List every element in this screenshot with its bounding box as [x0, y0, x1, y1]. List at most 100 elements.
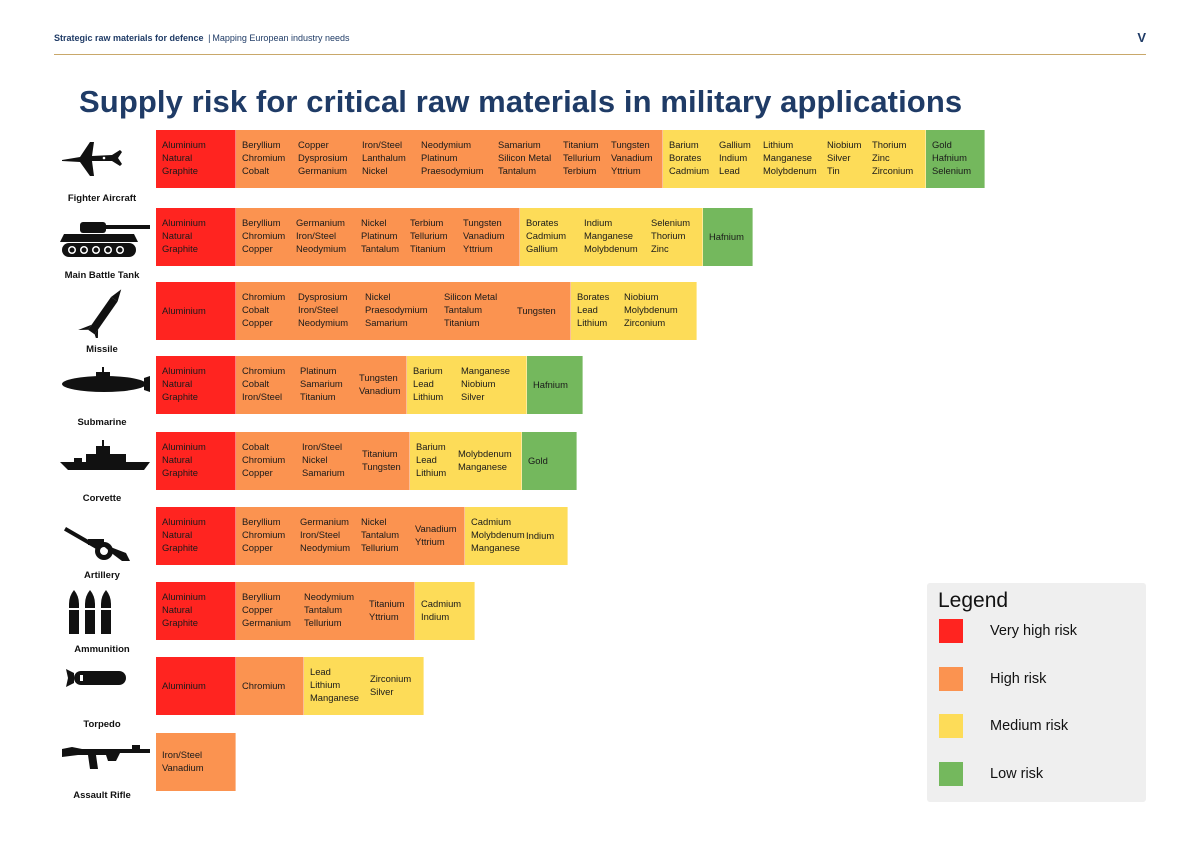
material-label: Nickel — [302, 454, 328, 465]
material-label: Chromium — [242, 291, 286, 302]
risk-segment-low: Gold — [522, 432, 577, 490]
risk-segment-very-high: Aluminium Natural Graphite — [156, 507, 236, 565]
material-label: Manganese — [458, 461, 507, 472]
material-label: Neodymium — [298, 317, 349, 328]
material-label: Samarium — [365, 317, 408, 328]
material-label: Gallium — [526, 243, 558, 254]
risk-segment-medium: Borates Lead Lithium Niobium Molybdenum Zirco… — [571, 282, 697, 340]
material-column: Aluminium Natural Graphite — [162, 364, 206, 403]
material-column: Nickel Praesodymium Samarium — [365, 290, 428, 329]
material-label: Tellurium — [304, 617, 342, 628]
material-column: Germanium Iron/Steel Neodymium — [296, 216, 346, 255]
row-fighter-aircraft: Fighter Aircraft Aluminium Natural Graphite… — [54, 130, 985, 204]
material-label: Niobium — [827, 139, 862, 150]
material-label: Silver — [370, 686, 394, 697]
material-label: Lead — [310, 666, 331, 677]
material-column: Cadmium Molybdenum Manganese — [471, 515, 525, 554]
material-label: Lithium — [763, 139, 794, 150]
material-label: Molybdenum — [458, 448, 512, 459]
risk-segment-high: Chromium — [236, 657, 304, 715]
material-label: Tantalum — [444, 304, 483, 315]
material-column: Borates Lead Lithium — [577, 290, 609, 329]
material-label: Cadmium — [421, 598, 462, 609]
material-column: Molybdenum Manganese — [458, 447, 512, 473]
material-column: Aluminium Natural Graphite — [162, 590, 206, 629]
material-column: Beryllium Chromium Copper — [242, 216, 285, 255]
material-column: Iron/Steel Lanthalum Nickel — [362, 138, 406, 177]
material-column: Hafnium — [533, 378, 568, 391]
material-label: Yttrium — [369, 611, 399, 622]
material-label: Copper — [242, 317, 273, 328]
material-label: Indium — [584, 217, 613, 228]
material-label: Aluminium — [162, 305, 206, 316]
material-label: Chromium — [242, 230, 286, 241]
material-label: Tungsten — [362, 461, 401, 472]
risk-segment-high: Beryllium Chromium Copper Germanium Iron/Ste… — [236, 208, 520, 266]
material-label: Aluminium — [162, 680, 206, 691]
material-column: Germanium Iron/Steel Neodymium — [300, 515, 350, 554]
risk-segment-medium: Barium Lead Lithium Manganese Niobium Silver — [407, 356, 527, 414]
material-label: Cadmium — [471, 516, 512, 527]
risk-segment-high: Chromium Cobalt Copper Dysprosium Iron/Steel… — [236, 282, 571, 340]
material-label: Neodymium — [296, 243, 347, 254]
material-label: Aluminium — [162, 217, 206, 228]
material-label: Lead — [413, 378, 434, 389]
ammunition-icon — [54, 582, 154, 654]
material-label: Molybdenum — [471, 529, 525, 540]
row-assault-rifle: Assault Rifle Iron/Steel Vanadium — [54, 733, 974, 801]
material-label: Dysprosium — [298, 152, 348, 163]
risk-segment-very-high: Aluminium Natural Graphite — [156, 432, 236, 490]
material-label: Praesodymium — [421, 165, 484, 176]
corvette-icon — [54, 432, 154, 504]
material-column: Barium Lead Lithium — [416, 440, 446, 479]
material-column: Titanium Tungsten — [362, 447, 401, 473]
material-label: Tantalum — [498, 165, 537, 176]
material-label: Niobium — [624, 291, 659, 302]
material-label: Indium — [719, 152, 748, 163]
risk-segment-medium: Cadmium Molybdenum Manganese Indium — [465, 507, 568, 565]
material-column: Thorium Zinc Zirconium — [872, 138, 913, 177]
material-label: Copper — [242, 542, 273, 553]
page-number: V — [1137, 30, 1146, 45]
material-label: Indium — [421, 611, 450, 622]
application-label: Main Battle Tank — [64, 270, 140, 281]
tank-icon — [54, 208, 154, 280]
material-column: Beryllium Chromium Copper — [242, 515, 285, 554]
material-label: Tungsten — [463, 217, 502, 228]
material-label: Zinc — [872, 152, 890, 163]
material-label: Neodymium — [304, 591, 355, 602]
material-column: Gold Hafnium Selenium — [932, 138, 971, 177]
risk-segment-very-high: Aluminium Natural Graphite — [156, 582, 236, 640]
legend-label-medium: Medium risk — [990, 718, 1069, 734]
material-label: Gold — [528, 455, 548, 466]
material-label: Yttrium — [463, 243, 493, 254]
material-label: Samarium — [498, 139, 541, 150]
material-label: Copper — [298, 139, 329, 150]
risk-segment-very-high: Aluminium Natural Graphite — [156, 356, 236, 414]
risk-segment-high: Chromium Cobalt Iron/Steel Platinum Samarium… — [236, 356, 407, 414]
material-column: Titanium Yttrium — [369, 597, 405, 623]
material-label: Silicon Metal — [498, 152, 552, 163]
legend-swatch-very-high — [939, 619, 963, 643]
legend: Legend Very high risk High risk Medium r… — [927, 583, 1146, 802]
material-label: Barium — [416, 441, 446, 452]
material-column: Terbium Tellurium Titanium — [410, 216, 448, 255]
material-label: Nickel — [362, 165, 388, 176]
material-column: Platinum Samarium Titanium — [300, 364, 343, 403]
material-label: Titanium — [300, 391, 336, 402]
material-label: Tellurium — [410, 230, 448, 241]
material-column: Selenium Thorium Zinc — [651, 216, 690, 255]
material-label: Beryllium — [242, 217, 281, 228]
risk-segment-very-high: Aluminium Natural Graphite — [156, 130, 236, 188]
risk-segment-high: Beryllium Copper Germanium Neodymium Tantalu… — [236, 582, 415, 640]
material-label: Vanadium — [162, 762, 204, 773]
material-label: Iron/Steel — [162, 749, 203, 760]
material-label: Nickel — [361, 217, 387, 228]
row-submarine: Submarine Aluminium Natural Graphite Chromiu… — [54, 356, 974, 428]
material-label: Manganese — [471, 542, 520, 553]
material-label: Molybdenum — [624, 304, 678, 315]
material-label: Selenium — [651, 217, 691, 228]
material-label: Barium — [413, 365, 443, 376]
material-label: Borates — [669, 152, 702, 163]
row-torpedo: Torpedo Aluminium Chromium Lead Lithium Manga… — [54, 657, 974, 730]
